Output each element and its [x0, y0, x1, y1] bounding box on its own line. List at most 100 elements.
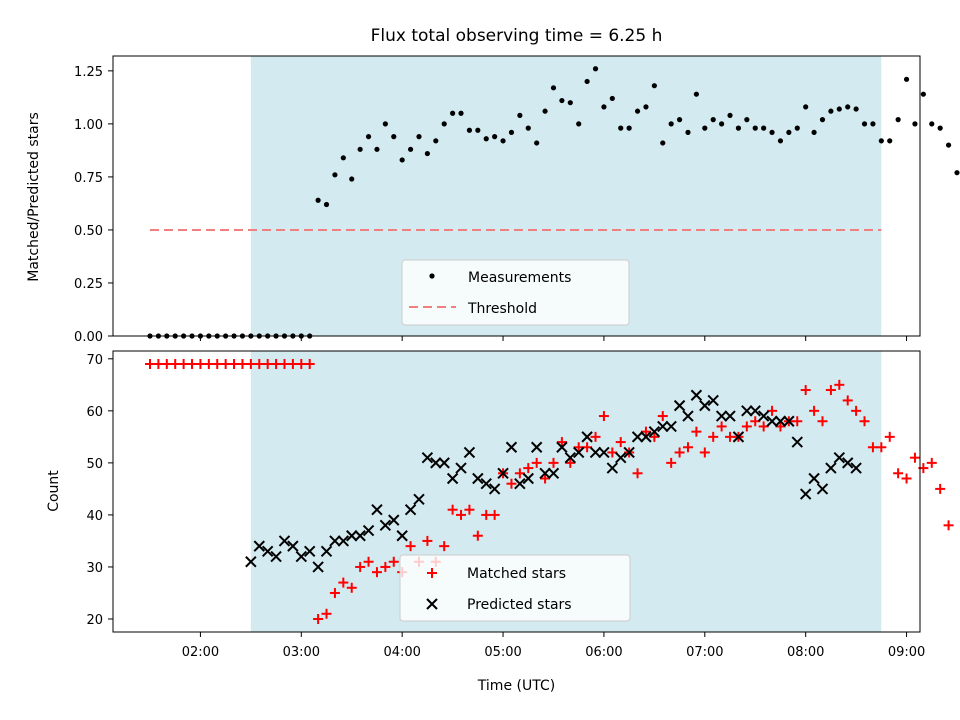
matched-star-point: [489, 509, 500, 520]
predicted-star-point: [379, 519, 392, 532]
measurement-point: [719, 121, 725, 127]
matched-star-point: [523, 463, 534, 474]
matched-star-point: [287, 359, 298, 370]
x-marker-b: [505, 441, 518, 453]
x-marker-b: [320, 545, 333, 558]
matched-star-point: [699, 447, 710, 458]
matched-star-point: [708, 431, 719, 442]
x-marker-b: [426, 598, 438, 610]
measurement-point: [727, 112, 733, 118]
measurement-point: [794, 125, 800, 131]
predicted-star-point: [396, 530, 408, 542]
matched-star-point: [279, 359, 290, 370]
x-marker-b: [707, 394, 719, 407]
matched-star-point: [548, 457, 559, 468]
matched-star-point: [884, 431, 895, 442]
x-marker-b: [337, 535, 350, 547]
predicted-star-point: [295, 550, 308, 563]
predicted-star-point: [581, 431, 593, 443]
x-marker-b: [850, 462, 862, 474]
predicted-star-point: [329, 535, 341, 547]
matched-star-point: [851, 405, 862, 416]
x-marker-b: [362, 524, 375, 537]
x-marker-b: [699, 399, 711, 412]
matched-star-point: [346, 582, 357, 593]
x-marker-b: [430, 457, 442, 469]
bottom-y-ticks: 20 30 40 50 60 70: [86, 353, 113, 628]
measurement-point: [576, 121, 582, 127]
predicted-star-point: [749, 405, 761, 417]
measurement-point: [584, 78, 590, 85]
x-marker-b: [455, 462, 467, 474]
measurement-point: [592, 66, 599, 72]
x-marker-b: [841, 457, 854, 469]
predicted-star-point: [841, 457, 854, 469]
matched-star-point: [422, 535, 433, 546]
x-marker-b: [673, 399, 686, 412]
matched-star-point: [464, 504, 475, 515]
measurement-point: [912, 121, 918, 127]
legend-predicted-marker: [426, 598, 438, 610]
top-y-tick-label: 1.00: [74, 118, 103, 133]
measurement-point: [803, 104, 809, 110]
measurement-point: [836, 106, 842, 112]
predicted-star-point: [724, 410, 736, 422]
predicted-star-point: [799, 488, 812, 500]
matched-star-point: [800, 385, 811, 396]
x-marker-b: [404, 504, 417, 516]
matched-star-point: [321, 608, 332, 619]
matched-star-point: [750, 416, 761, 427]
x-tick-label: 06:00: [585, 645, 622, 660]
measurement-point: [626, 125, 632, 131]
measurement-point: [861, 121, 868, 127]
chart-title: Flux total observing time = 6.25 h: [371, 26, 663, 46]
x-marker-b: [396, 530, 408, 542]
x-marker-b: [522, 472, 534, 485]
predicted-star-point: [690, 389, 703, 401]
legend-measurements-label: Measurements: [468, 270, 571, 286]
x-marker-b: [421, 451, 434, 464]
matched-star-point: [178, 359, 189, 370]
matched-star-point: [262, 359, 273, 370]
matched-star-point: [187, 359, 198, 370]
x-marker-b: [547, 467, 560, 479]
matched-star-point: [775, 421, 786, 432]
matched-star-point: [876, 442, 887, 453]
x-marker-b: [715, 410, 728, 422]
matched-star-point: [598, 411, 609, 422]
x-marker-b: [287, 540, 299, 552]
predicted-star-point: [245, 556, 257, 568]
bottom-y-axis-label: Count: [46, 470, 62, 512]
legend-plus-glyph: [427, 568, 437, 578]
top-y-tick-label: 0.25: [74, 277, 103, 292]
top-y-tick-label: 0.50: [74, 224, 103, 239]
measurement-point: [945, 142, 952, 148]
measurement-point: [475, 127, 481, 133]
legend-measurements-marker: [429, 273, 435, 279]
measurement-point: [458, 110, 464, 116]
predicted-star-point: [648, 425, 661, 438]
predicted-star-point: [615, 451, 627, 464]
predicted-star-point: [413, 493, 425, 506]
x-marker-b: [682, 410, 694, 422]
x-marker-b: [312, 561, 324, 573]
matched-star-point: [817, 416, 828, 427]
predicted-star-point: [312, 561, 324, 573]
matched-star-point: [380, 561, 391, 572]
top-y-tick-label: 0.00: [74, 330, 103, 345]
matched-star-point: [632, 468, 643, 479]
matched-star-point: [565, 457, 576, 468]
matched-star-point: [170, 359, 181, 370]
matched-star-point: [607, 447, 618, 458]
predicted-star-point: [337, 535, 350, 547]
predicted-star-point: [505, 441, 518, 453]
predicted-star-point: [463, 446, 476, 459]
predicted-star-point: [631, 431, 644, 443]
matched-star-point: [144, 359, 155, 370]
matched-star-point: [304, 359, 315, 370]
predicted-star-point: [564, 451, 577, 464]
matched-star-point: [371, 567, 382, 578]
matched-star-point: [691, 426, 702, 437]
predicted-star-point: [253, 540, 265, 552]
